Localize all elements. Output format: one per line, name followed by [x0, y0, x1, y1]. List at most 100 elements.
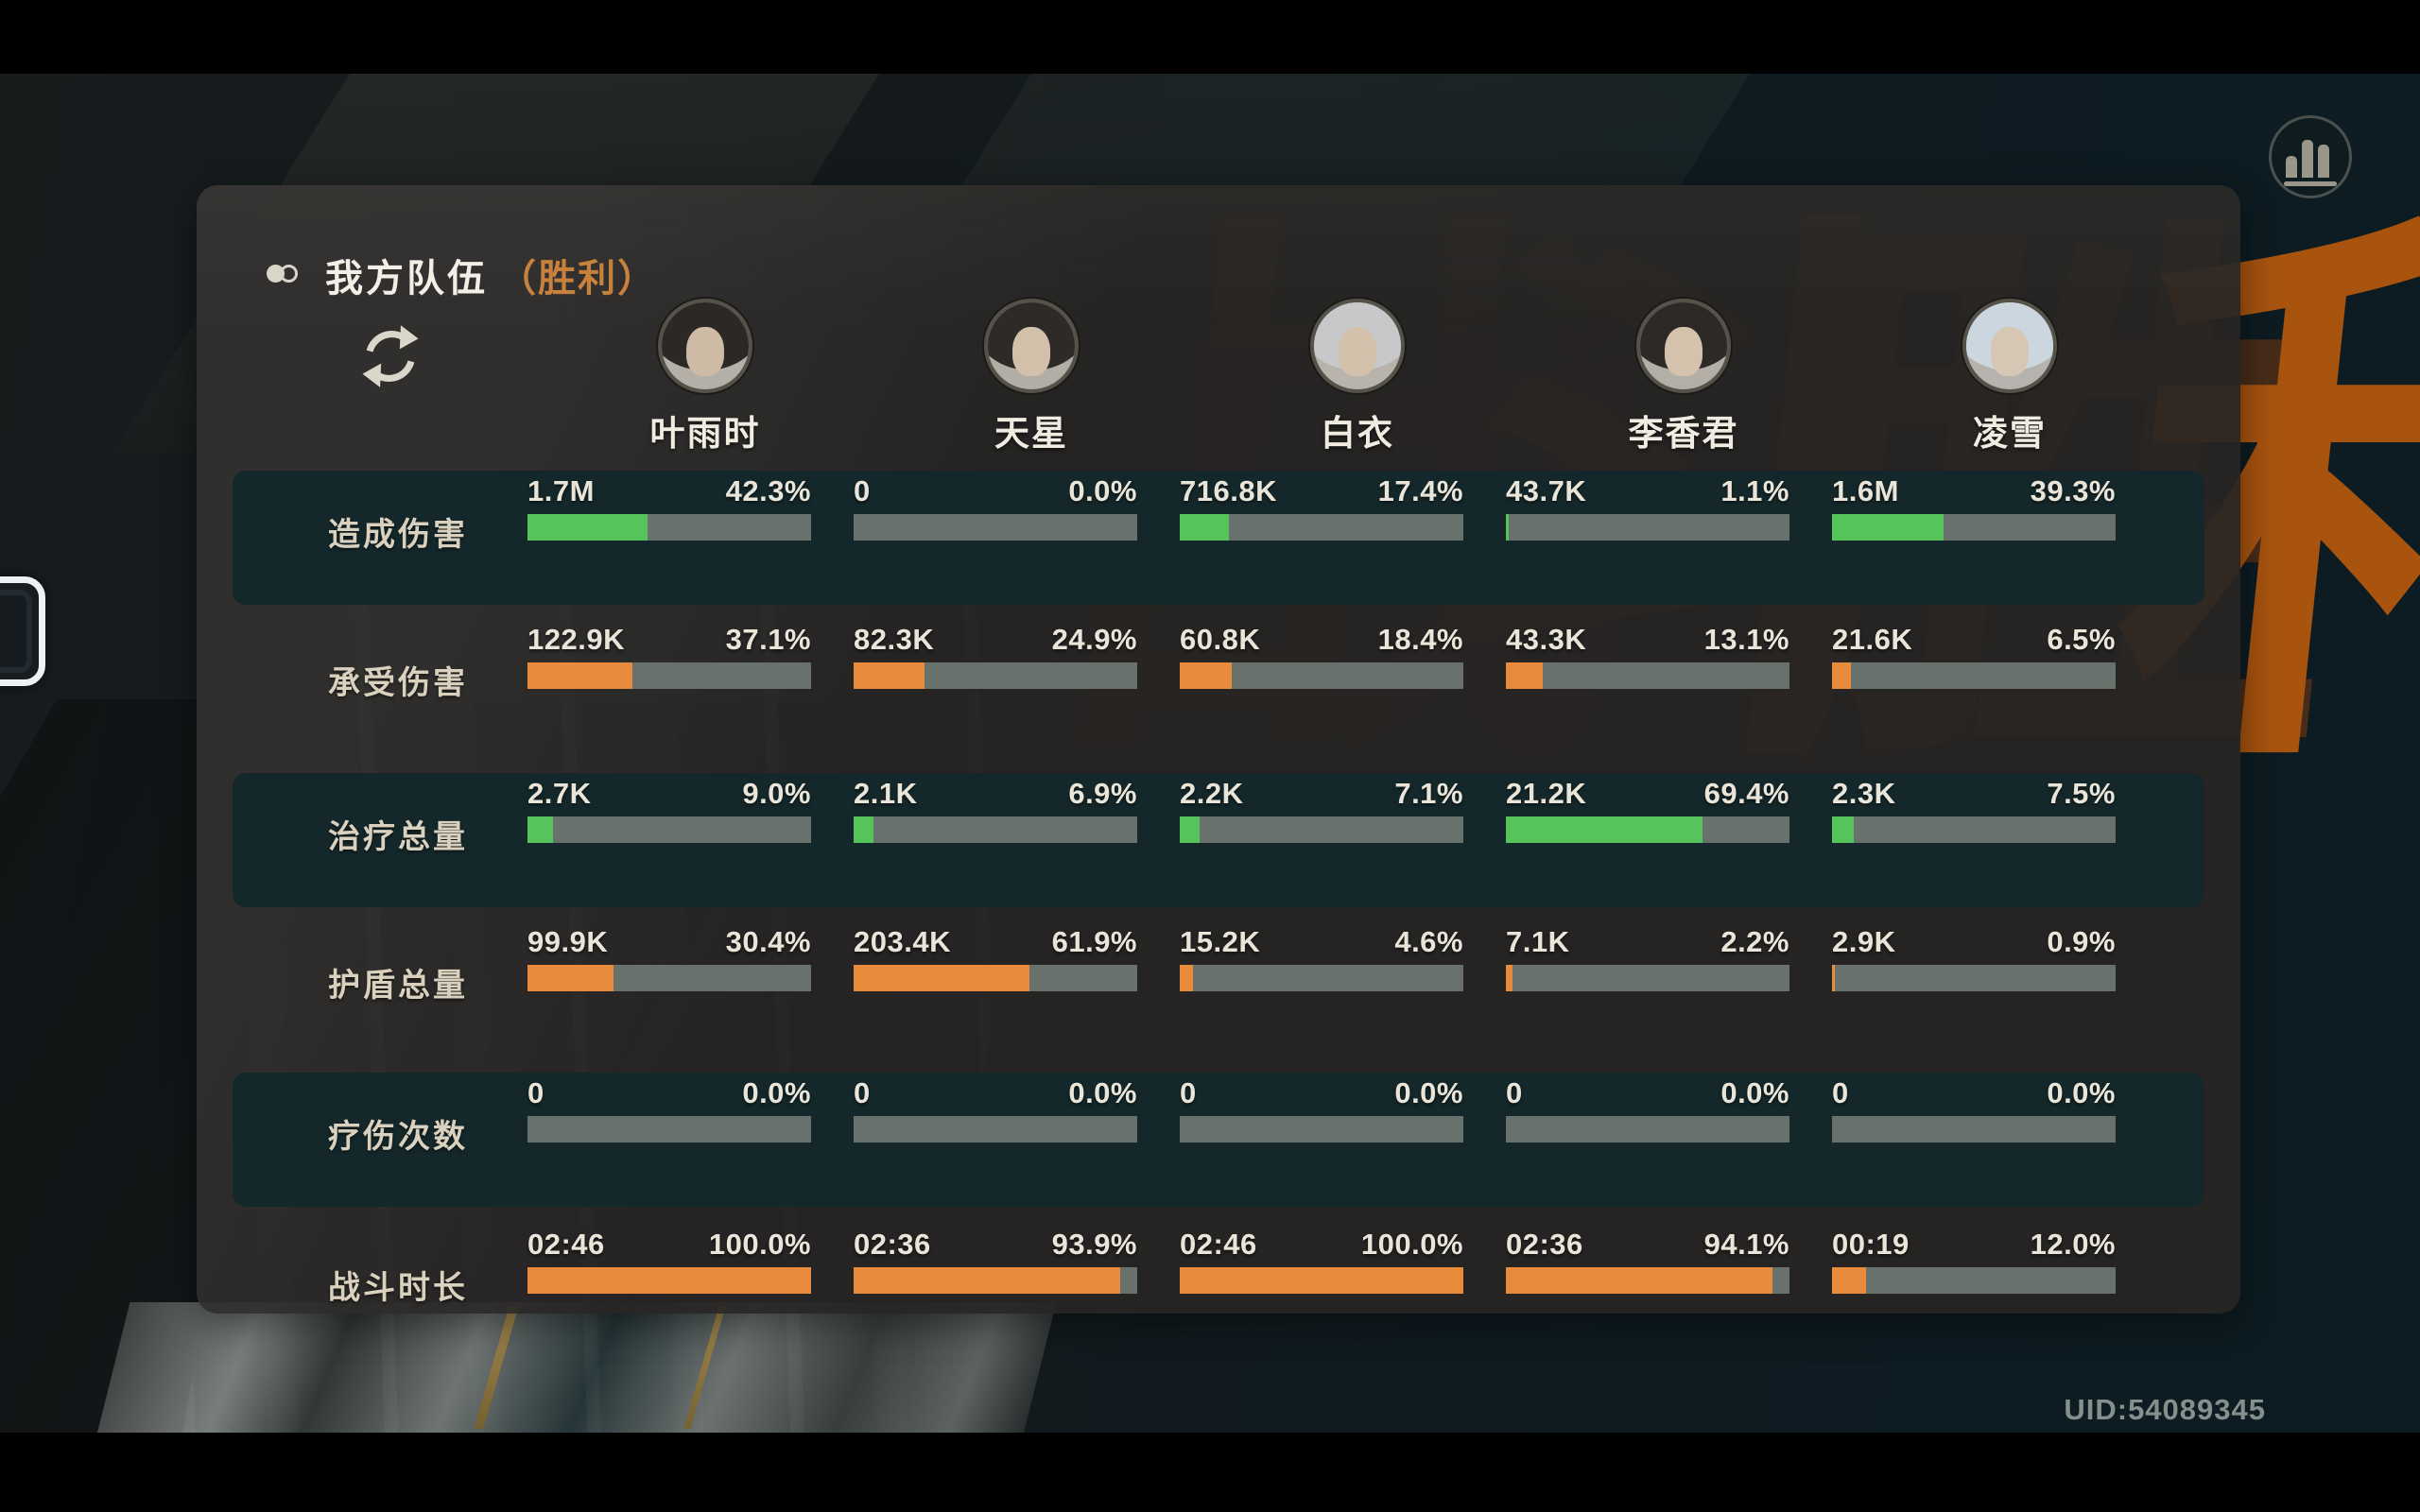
character-avatar[interactable]: [1962, 299, 2057, 393]
stat-cell: 60.8K 18.4%: [1180, 619, 1463, 753]
stat-bar-fill: [854, 1267, 1120, 1294]
stat-percent: 24.9%: [1051, 623, 1137, 656]
stat-bar-fill: [854, 662, 925, 689]
stat-cell: 00:19 12.0%: [1832, 1224, 2116, 1311]
stat-bar: [1506, 1267, 1789, 1294]
stat-value: 2.3K: [1832, 777, 1896, 810]
stat-value: 15.2K: [1180, 925, 1261, 958]
stat-value: 0: [854, 1076, 871, 1109]
avatar-face: [1991, 327, 2029, 376]
team-toggle-icon[interactable]: [267, 265, 299, 284]
stat-value: 43.3K: [1506, 623, 1587, 656]
character-avatar[interactable]: [658, 299, 752, 393]
stat-label: 战斗时长: [328, 1270, 468, 1306]
stat-percent: 0.0%: [742, 1076, 811, 1109]
letterbox-top: [0, 0, 2420, 74]
stat-bar: [527, 662, 811, 689]
stat-percent: 17.4%: [1377, 474, 1463, 507]
stat-cell: 203.4K 61.9%: [854, 921, 1137, 1056]
stat-value: 2.2K: [1180, 777, 1244, 810]
stat-bar: [1506, 816, 1789, 843]
stat-cell: 2.1K 6.9%: [854, 773, 1137, 907]
member-name: 李香君: [1628, 414, 1739, 453]
stat-percent: 42.3%: [725, 474, 811, 507]
stat-value: 2.7K: [527, 777, 592, 810]
stat-bar-fill: [854, 965, 1029, 991]
stat-percent: 6.9%: [1068, 777, 1137, 810]
stat-value: 203.4K: [854, 925, 951, 958]
stat-bar-fill: [854, 816, 873, 843]
avatar-face: [1339, 327, 1376, 376]
stat-row: 疗伤次数 0 0.0% 0 0.0% 0 0.0% 0 0.0%: [233, 1073, 2204, 1207]
stat-value: 02:36: [1506, 1228, 1583, 1261]
stat-bar: [527, 965, 811, 991]
stat-value: 716.8K: [1180, 474, 1277, 507]
panel-title-line: 我方队伍 （胜利）: [325, 248, 657, 302]
stat-label: 疗伤次数: [328, 1119, 468, 1155]
stat-bar-fill: [1506, 1267, 1773, 1294]
stat-bar: [1506, 965, 1789, 991]
stat-percent: 13.1%: [1703, 623, 1789, 656]
stat-cell: 02:46 100.0%: [527, 1224, 811, 1311]
stat-value: 2.9K: [1832, 925, 1896, 958]
stat-percent: 0.0%: [2047, 1076, 2116, 1109]
stat-bar: [854, 816, 1137, 843]
team-member: 凌雪: [1868, 299, 2152, 455]
stat-bar: [1832, 1267, 2116, 1294]
stat-value: 0: [527, 1076, 544, 1109]
stat-value: 99.9K: [527, 925, 609, 958]
stats-chart-button[interactable]: [2269, 115, 2352, 198]
stat-bar: [1506, 1116, 1789, 1143]
stat-bar: [854, 1267, 1137, 1294]
refresh-button[interactable]: [357, 323, 424, 389]
stats-rows: 造成伤害 1.7M 42.3% 0 0.0% 716.8K 17.4% 43.7…: [197, 185, 2240, 1314]
stat-percent: 0.9%: [2047, 925, 2116, 958]
team-stats-panel: 我方队伍 （胜利） 叶雨时: [197, 185, 2240, 1314]
stat-value: 02:46: [1180, 1228, 1257, 1261]
stat-percent: 6.5%: [2047, 623, 2116, 656]
stat-bar: [527, 1267, 811, 1294]
stat-value: 02:46: [527, 1228, 605, 1261]
stat-bar-fill: [527, 514, 648, 541]
stat-cell: 15.2K 4.6%: [1180, 921, 1463, 1056]
character-avatar[interactable]: [1636, 299, 1731, 393]
stat-bar-fill: [1506, 514, 1510, 541]
stat-percent: 100.0%: [1360, 1228, 1463, 1261]
toggle-dot-solid: [267, 265, 285, 283]
stat-value: 7.1K: [1506, 925, 1570, 958]
stat-bar-fill: [1832, 662, 1851, 689]
team-member: 天星: [890, 299, 1173, 455]
stat-value: 21.6K: [1832, 623, 1913, 656]
refresh-icon: [362, 325, 419, 387]
stat-value: 82.3K: [854, 623, 935, 656]
stat-percent: 30.4%: [725, 925, 811, 958]
stat-percent: 0.0%: [1720, 1076, 1789, 1109]
letterbox-bottom: [0, 1433, 2420, 1512]
stat-label: 治疗总量: [328, 819, 468, 855]
stat-bar-fill: [1832, 816, 1854, 843]
stat-row: 护盾总量 99.9K 30.4% 203.4K 61.9% 15.2K 4.6%…: [233, 921, 2204, 1056]
stat-bar: [854, 662, 1137, 689]
stat-value: 00:19: [1832, 1228, 1910, 1261]
stat-cell: 02:36 93.9%: [854, 1224, 1137, 1311]
left-edge-button[interactable]: [0, 576, 45, 686]
stat-cell: 02:46 100.0%: [1180, 1224, 1463, 1311]
stat-cell: 0 0.0%: [1506, 1073, 1789, 1207]
stat-cell: 0 0.0%: [854, 1073, 1137, 1207]
stat-cell: 02:36 94.1%: [1506, 1224, 1789, 1311]
stat-row: 治疗总量 2.7K 9.0% 2.1K 6.9% 2.2K 7.1% 21.2K…: [233, 773, 2204, 907]
stat-percent: 7.1%: [1394, 777, 1463, 810]
character-avatar[interactable]: [1310, 299, 1405, 393]
stat-bar-fill: [1180, 662, 1233, 689]
stat-value: 1.6M: [1832, 474, 1899, 507]
stat-cell: 0 0.0%: [1832, 1073, 2116, 1207]
member-name: 凌雪: [1973, 414, 2047, 453]
stat-value: 0: [1506, 1076, 1523, 1109]
stat-cell: 0 0.0%: [1180, 1073, 1463, 1207]
character-avatar[interactable]: [984, 299, 1079, 393]
bar-chart-icon: [2284, 140, 2337, 186]
stat-cell: 2.3K 7.5%: [1832, 773, 2116, 907]
stat-bar-fill: [1180, 965, 1193, 991]
stat-cell: 2.7K 9.0%: [527, 773, 811, 907]
team-avatars: 叶雨时 天星 白衣 李香君 凌雪: [233, 299, 2204, 469]
